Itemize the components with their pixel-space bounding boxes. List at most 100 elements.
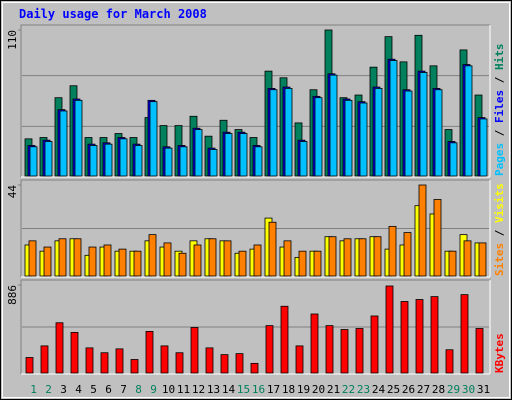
legend-entry: Files [493, 90, 506, 123]
y-tick-label: 44 [6, 185, 19, 199]
bar [265, 325, 274, 374]
bar [298, 250, 307, 277]
bar [85, 347, 94, 374]
x-tick-label: 10 [162, 383, 175, 396]
bar [119, 138, 128, 177]
bar [254, 146, 263, 177]
bar [433, 199, 442, 277]
bar [400, 301, 409, 374]
bar [104, 143, 113, 177]
bar [175, 352, 184, 374]
bar [329, 74, 338, 177]
legend: Sites / Visits [493, 183, 506, 276]
bar [310, 313, 319, 374]
x-tick-label: 22 [342, 383, 355, 396]
bar [464, 65, 473, 177]
legend: Pages / Files / Hits [493, 44, 506, 177]
bar [130, 359, 139, 374]
x-tick-label: 26 [402, 383, 415, 396]
bar [340, 329, 349, 374]
bar [385, 285, 394, 374]
bar [250, 362, 259, 374]
x-tick-label: 27 [417, 383, 430, 396]
x-tick-label: 3 [60, 383, 67, 396]
bar [235, 353, 244, 374]
bar [205, 347, 214, 374]
legend-separator: / [493, 123, 506, 143]
bar [314, 97, 323, 177]
bar [145, 330, 154, 374]
bar [208, 238, 217, 277]
bar [73, 238, 82, 277]
bar [418, 184, 427, 277]
bar [358, 238, 367, 277]
x-tick-label: 17 [267, 383, 280, 396]
x-tick-label: 25 [387, 383, 400, 396]
x-tick-label: 14 [222, 383, 236, 396]
bar [475, 328, 484, 374]
x-tick-label: 5 [90, 383, 97, 396]
bar [58, 238, 67, 277]
bar [29, 146, 38, 177]
x-tick-label: 4 [75, 383, 82, 396]
bar [478, 242, 487, 277]
legend-entry: KBytes [493, 333, 506, 373]
bar [133, 250, 142, 277]
x-tick-label: 15 [237, 383, 250, 396]
bar [328, 236, 337, 277]
x-tick-label: 6 [105, 383, 112, 396]
x-tick-label: 11 [177, 383, 190, 396]
x-tick-label: 29 [447, 383, 460, 396]
bar [44, 141, 53, 177]
bar [190, 327, 199, 374]
bar [89, 145, 98, 177]
bar [43, 246, 52, 277]
x-tick-label: 16 [252, 383, 265, 396]
bar [100, 352, 109, 374]
bar [149, 101, 158, 177]
x-tick-label: 7 [120, 383, 127, 396]
x-tick-label: 20 [312, 383, 325, 396]
bar [295, 345, 304, 374]
bar [253, 244, 262, 277]
bar [28, 240, 37, 277]
bar [448, 250, 457, 277]
x-tick-label: 12 [192, 383, 205, 396]
x-tick-label: 23 [357, 383, 370, 396]
bar [55, 322, 64, 374]
bar [115, 348, 124, 374]
x-tick-label: 19 [297, 383, 310, 396]
y-tick-label: 110 [6, 30, 19, 50]
bar [373, 236, 382, 277]
x-tick-label: 28 [432, 383, 445, 396]
legend: KBytes [493, 333, 506, 373]
bar [220, 354, 229, 374]
bar [280, 305, 289, 374]
bar [479, 118, 488, 177]
bar [59, 110, 68, 177]
bar [389, 60, 398, 177]
bar [238, 250, 247, 277]
x-tick-label: 30 [462, 383, 475, 396]
legend-entry: Pages [493, 143, 506, 176]
bar [284, 88, 293, 177]
x-tick-label: 1 [30, 383, 37, 396]
chart-title: Daily usage for March 2008 [19, 7, 207, 21]
bar [268, 221, 277, 277]
bar [370, 315, 379, 374]
bar [404, 90, 413, 177]
bar [160, 345, 169, 374]
bar [355, 328, 364, 374]
bar [313, 250, 322, 277]
bar [164, 147, 173, 177]
bar [344, 99, 353, 177]
bar [223, 240, 232, 277]
x-tick-label: 31 [477, 383, 490, 396]
x-tick-label: 18 [282, 383, 295, 396]
x-tick-label: 8 [135, 383, 142, 396]
bar [239, 133, 248, 177]
bar [283, 240, 292, 277]
bar [194, 129, 203, 177]
bar [374, 88, 383, 177]
bar [430, 296, 439, 374]
